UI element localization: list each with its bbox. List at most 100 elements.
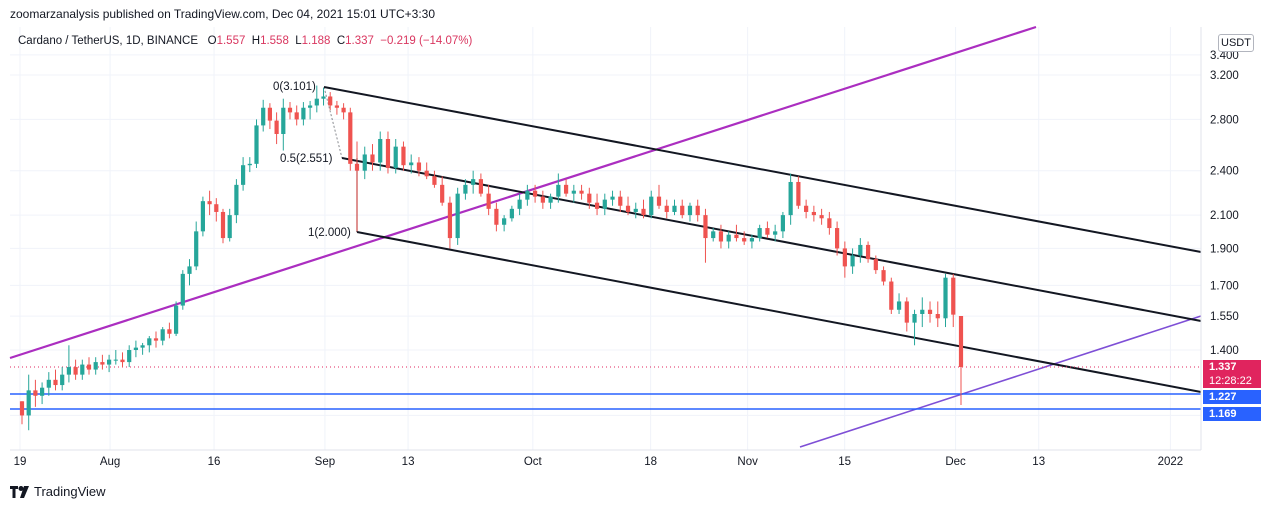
- candles: [19, 85, 964, 431]
- candle-body: [100, 362, 105, 365]
- candle: [234, 179, 239, 224]
- candle-body: [920, 309, 925, 315]
- candle-body: [478, 179, 483, 194]
- candle-body: [180, 273, 185, 306]
- x-tick-label: Sep: [315, 456, 335, 468]
- candle: [214, 198, 219, 222]
- candle-body: [187, 266, 192, 274]
- candle-body: [53, 379, 58, 386]
- candle: [471, 170, 476, 194]
- candle-body: [194, 231, 199, 267]
- candle-body: [563, 184, 569, 194]
- candle: [440, 176, 445, 206]
- candle: [726, 231, 731, 249]
- candle-body: [796, 181, 801, 206]
- y-tick-label: 1.550: [1210, 311, 1239, 323]
- candle: [401, 141, 406, 171]
- x-tick-label: Oct: [524, 456, 543, 468]
- candle: [241, 157, 246, 191]
- candle-body: [455, 193, 460, 239]
- candle-body: [234, 184, 239, 216]
- candle: [641, 199, 646, 219]
- candle: [463, 179, 468, 200]
- candle: [889, 277, 894, 315]
- symbol-label[interactable]: Cardano / TetherUS, 1D, BINANCE: [18, 35, 199, 47]
- candle: [60, 367, 65, 391]
- candle-body: [127, 350, 132, 363]
- candle-body: [409, 162, 414, 166]
- candle-body: [424, 170, 429, 177]
- candle: [147, 336, 152, 353]
- trend-line-violet: [799, 315, 1202, 448]
- candle-body: [370, 154, 375, 163]
- candle: [187, 259, 192, 286]
- candle-body: [440, 184, 445, 203]
- x-tick-label: Dec: [945, 456, 966, 468]
- currency-badge[interactable]: USDT: [1218, 34, 1254, 52]
- y-tick-label: 3.400: [1210, 50, 1239, 62]
- y-tick-label: 2.100: [1210, 210, 1239, 222]
- footer-brand-label: TradingView: [34, 484, 106, 499]
- candle-body: [517, 199, 522, 209]
- candle: [393, 138, 398, 174]
- candle: [107, 354, 112, 373]
- candle-body: [341, 107, 346, 113]
- candle: [525, 184, 530, 206]
- candle-body: [525, 190, 530, 200]
- candle: [348, 107, 353, 171]
- candle-body: [904, 301, 909, 323]
- candle-body: [773, 231, 778, 235]
- candle: [127, 345, 132, 368]
- candle-body: [40, 387, 45, 396]
- candle: [517, 193, 522, 216]
- low-label: L: [295, 35, 302, 47]
- fib-label-mid: 0.5(2.551): [280, 153, 333, 165]
- candle: [749, 234, 755, 249]
- candle: [341, 103, 346, 120]
- candle: [385, 131, 391, 174]
- candle: [873, 255, 878, 274]
- candle-body: [788, 181, 793, 216]
- candle-body: [227, 215, 232, 239]
- y-tick-label: 1.900: [1210, 243, 1239, 255]
- candle-body: [267, 107, 272, 121]
- candle-body: [579, 190, 584, 194]
- candle-body: [827, 218, 832, 229]
- candle-body: [254, 125, 259, 164]
- candle: [40, 382, 45, 405]
- candle-body: [912, 314, 917, 323]
- candle-body: [314, 98, 319, 106]
- candle-body: [927, 309, 933, 315]
- candle-body: [321, 96, 326, 99]
- candle: [73, 359, 78, 380]
- candle: [594, 193, 600, 216]
- candle-body: [711, 231, 716, 239]
- fib-channel-mid: [341, 157, 1202, 322]
- candle: [247, 157, 252, 173]
- candle-body: [804, 205, 809, 212]
- candle: [66, 345, 71, 383]
- candle: [308, 100, 313, 120]
- candle: [46, 372, 51, 396]
- candle: [958, 316, 964, 405]
- candle: [742, 231, 747, 245]
- candle-body: [811, 211, 816, 216]
- candle: [943, 273, 948, 328]
- y-tick-label: 1.700: [1210, 280, 1239, 292]
- footer-brand[interactable]: TradingView: [10, 484, 106, 499]
- candle-body: [718, 231, 724, 242]
- candle-body: [873, 259, 878, 271]
- candle: [294, 105, 299, 126]
- candle: [200, 196, 205, 237]
- candle-body: [113, 359, 118, 361]
- candle: [19, 401, 25, 425]
- candle-body: [695, 205, 700, 216]
- close-value: 1.337: [345, 35, 374, 47]
- candle: [757, 224, 762, 242]
- candle-body: [140, 345, 145, 348]
- candle: [827, 211, 832, 235]
- candle-body: [93, 362, 98, 370]
- candle: [610, 190, 615, 206]
- candle-body: [334, 105, 339, 108]
